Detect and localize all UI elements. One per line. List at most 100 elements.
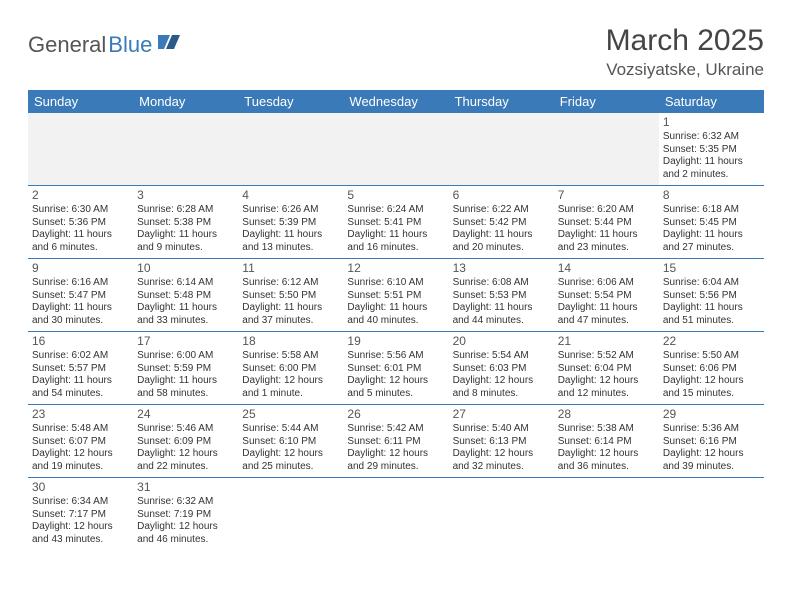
- calendar-row: 9Sunrise: 6:16 AMSunset: 5:47 PMDaylight…: [28, 259, 764, 332]
- day-number: 20: [453, 334, 550, 349]
- calendar-cell: 22Sunrise: 5:50 AMSunset: 6:06 PMDayligh…: [659, 332, 764, 405]
- sunrise-text: Sunrise: 6:22 AM: [453, 204, 550, 217]
- day-number: 26: [347, 407, 444, 422]
- daylight-text: Daylight: 12 hours and 12 minutes.: [558, 375, 655, 400]
- calendar-cell: 29Sunrise: 5:36 AMSunset: 6:16 PMDayligh…: [659, 405, 764, 478]
- daylight-text: Daylight: 12 hours and 36 minutes.: [558, 448, 655, 473]
- calendar-cell: 19Sunrise: 5:56 AMSunset: 6:01 PMDayligh…: [343, 332, 448, 405]
- calendar-cell: 5Sunrise: 6:24 AMSunset: 5:41 PMDaylight…: [343, 186, 448, 259]
- calendar-cell-empty: [28, 113, 133, 186]
- sunrise-text: Sunrise: 6:04 AM: [663, 277, 760, 290]
- daylight-text: Daylight: 11 hours and 58 minutes.: [137, 375, 234, 400]
- daylight-text: Daylight: 11 hours and 37 minutes.: [242, 302, 339, 327]
- day-number: 14: [558, 261, 655, 276]
- calendar-cell: 16Sunrise: 6:02 AMSunset: 5:57 PMDayligh…: [28, 332, 133, 405]
- sunset-text: Sunset: 7:17 PM: [32, 509, 129, 522]
- day-number: 16: [32, 334, 129, 349]
- daylight-text: Daylight: 12 hours and 15 minutes.: [663, 375, 760, 400]
- daylight-text: Daylight: 11 hours and 13 minutes.: [242, 229, 339, 254]
- daylight-text: Daylight: 12 hours and 29 minutes.: [347, 448, 444, 473]
- sunrise-text: Sunrise: 6:06 AM: [558, 277, 655, 290]
- daylight-text: Daylight: 11 hours and 54 minutes.: [32, 375, 129, 400]
- daylight-text: Daylight: 11 hours and 51 minutes.: [663, 302, 760, 327]
- calendar-cell: 8Sunrise: 6:18 AMSunset: 5:45 PMDaylight…: [659, 186, 764, 259]
- day-number: 8: [663, 188, 760, 203]
- calendar-cell: 11Sunrise: 6:12 AMSunset: 5:50 PMDayligh…: [238, 259, 343, 332]
- sunset-text: Sunset: 6:11 PM: [347, 436, 444, 449]
- title-block: March 2025 Vozsiyatske, Ukraine: [606, 24, 764, 80]
- sunset-text: Sunset: 6:09 PM: [137, 436, 234, 449]
- day-number: 5: [347, 188, 444, 203]
- day-header: Tuesday: [238, 90, 343, 113]
- calendar-cell: 12Sunrise: 6:10 AMSunset: 5:51 PMDayligh…: [343, 259, 448, 332]
- sunrise-text: Sunrise: 6:02 AM: [32, 350, 129, 363]
- calendar-cell: 28Sunrise: 5:38 AMSunset: 6:14 PMDayligh…: [554, 405, 659, 478]
- sunset-text: Sunset: 6:13 PM: [453, 436, 550, 449]
- sunrise-text: Sunrise: 6:20 AM: [558, 204, 655, 217]
- sunset-text: Sunset: 5:53 PM: [453, 290, 550, 303]
- calendar-cell: 24Sunrise: 5:46 AMSunset: 6:09 PMDayligh…: [133, 405, 238, 478]
- sunset-text: Sunset: 5:42 PM: [453, 217, 550, 230]
- sunrise-text: Sunrise: 6:00 AM: [137, 350, 234, 363]
- calendar-cell: 13Sunrise: 6:08 AMSunset: 5:53 PMDayligh…: [449, 259, 554, 332]
- calendar-cell-empty: [238, 113, 343, 186]
- day-header: Sunday: [28, 90, 133, 113]
- calendar-cell-empty: [343, 113, 448, 186]
- day-number: 9: [32, 261, 129, 276]
- day-number: 31: [137, 480, 234, 495]
- calendar-row: 1Sunrise: 6:32 AMSunset: 5:35 PMDaylight…: [28, 113, 764, 186]
- daylight-text: Daylight: 11 hours and 40 minutes.: [347, 302, 444, 327]
- sunrise-text: Sunrise: 6:28 AM: [137, 204, 234, 217]
- calendar-cell: 21Sunrise: 5:52 AMSunset: 6:04 PMDayligh…: [554, 332, 659, 405]
- day-number: 21: [558, 334, 655, 349]
- daylight-text: Daylight: 11 hours and 9 minutes.: [137, 229, 234, 254]
- calendar-cell: 18Sunrise: 5:58 AMSunset: 6:00 PMDayligh…: [238, 332, 343, 405]
- daylight-text: Daylight: 11 hours and 30 minutes.: [32, 302, 129, 327]
- sunset-text: Sunset: 5:50 PM: [242, 290, 339, 303]
- sunset-text: Sunset: 5:56 PM: [663, 290, 760, 303]
- daylight-text: Daylight: 11 hours and 6 minutes.: [32, 229, 129, 254]
- sunset-text: Sunset: 6:04 PM: [558, 363, 655, 376]
- calendar-cell: 7Sunrise: 6:20 AMSunset: 5:44 PMDaylight…: [554, 186, 659, 259]
- daylight-text: Daylight: 12 hours and 25 minutes.: [242, 448, 339, 473]
- sunset-text: Sunset: 5:51 PM: [347, 290, 444, 303]
- calendar-cell: 4Sunrise: 6:26 AMSunset: 5:39 PMDaylight…: [238, 186, 343, 259]
- day-number: 17: [137, 334, 234, 349]
- day-number: 4: [242, 188, 339, 203]
- calendar-cell: 10Sunrise: 6:14 AMSunset: 5:48 PMDayligh…: [133, 259, 238, 332]
- sunset-text: Sunset: 5:47 PM: [32, 290, 129, 303]
- day-number: 18: [242, 334, 339, 349]
- sunrise-text: Sunrise: 5:40 AM: [453, 423, 550, 436]
- daylight-text: Daylight: 12 hours and 39 minutes.: [663, 448, 760, 473]
- calendar-cell: 26Sunrise: 5:42 AMSunset: 6:11 PMDayligh…: [343, 405, 448, 478]
- day-number: 24: [137, 407, 234, 422]
- calendar-row: 23Sunrise: 5:48 AMSunset: 6:07 PMDayligh…: [28, 405, 764, 478]
- daylight-text: Daylight: 12 hours and 43 minutes.: [32, 521, 129, 546]
- daylight-text: Daylight: 11 hours and 33 minutes.: [137, 302, 234, 327]
- day-header: Wednesday: [343, 90, 448, 113]
- calendar-row: 30Sunrise: 6:34 AMSunset: 7:17 PMDayligh…: [28, 478, 764, 551]
- daylight-text: Daylight: 11 hours and 16 minutes.: [347, 229, 444, 254]
- day-number: 15: [663, 261, 760, 276]
- sunset-text: Sunset: 5:44 PM: [558, 217, 655, 230]
- flag-icon: [156, 33, 182, 58]
- calendar-cell: 6Sunrise: 6:22 AMSunset: 5:42 PMDaylight…: [449, 186, 554, 259]
- sunrise-text: Sunrise: 5:38 AM: [558, 423, 655, 436]
- sunset-text: Sunset: 5:35 PM: [663, 144, 760, 157]
- daylight-text: Daylight: 12 hours and 46 minutes.: [137, 521, 234, 546]
- logo-text-blue: Blue: [108, 32, 152, 58]
- sunset-text: Sunset: 5:59 PM: [137, 363, 234, 376]
- sunset-text: Sunset: 5:57 PM: [32, 363, 129, 376]
- sunset-text: Sunset: 5:41 PM: [347, 217, 444, 230]
- day-number: 10: [137, 261, 234, 276]
- calendar-cell: 3Sunrise: 6:28 AMSunset: 5:38 PMDaylight…: [133, 186, 238, 259]
- sunset-text: Sunset: 7:19 PM: [137, 509, 234, 522]
- sunrise-text: Sunrise: 5:42 AM: [347, 423, 444, 436]
- calendar-cell-empty: [554, 478, 659, 551]
- daylight-text: Daylight: 11 hours and 44 minutes.: [453, 302, 550, 327]
- day-number: 13: [453, 261, 550, 276]
- daylight-text: Daylight: 11 hours and 2 minutes.: [663, 156, 760, 181]
- sunrise-text: Sunrise: 5:50 AM: [663, 350, 760, 363]
- calendar-cell: 20Sunrise: 5:54 AMSunset: 6:03 PMDayligh…: [449, 332, 554, 405]
- calendar-cell: 17Sunrise: 6:00 AMSunset: 5:59 PMDayligh…: [133, 332, 238, 405]
